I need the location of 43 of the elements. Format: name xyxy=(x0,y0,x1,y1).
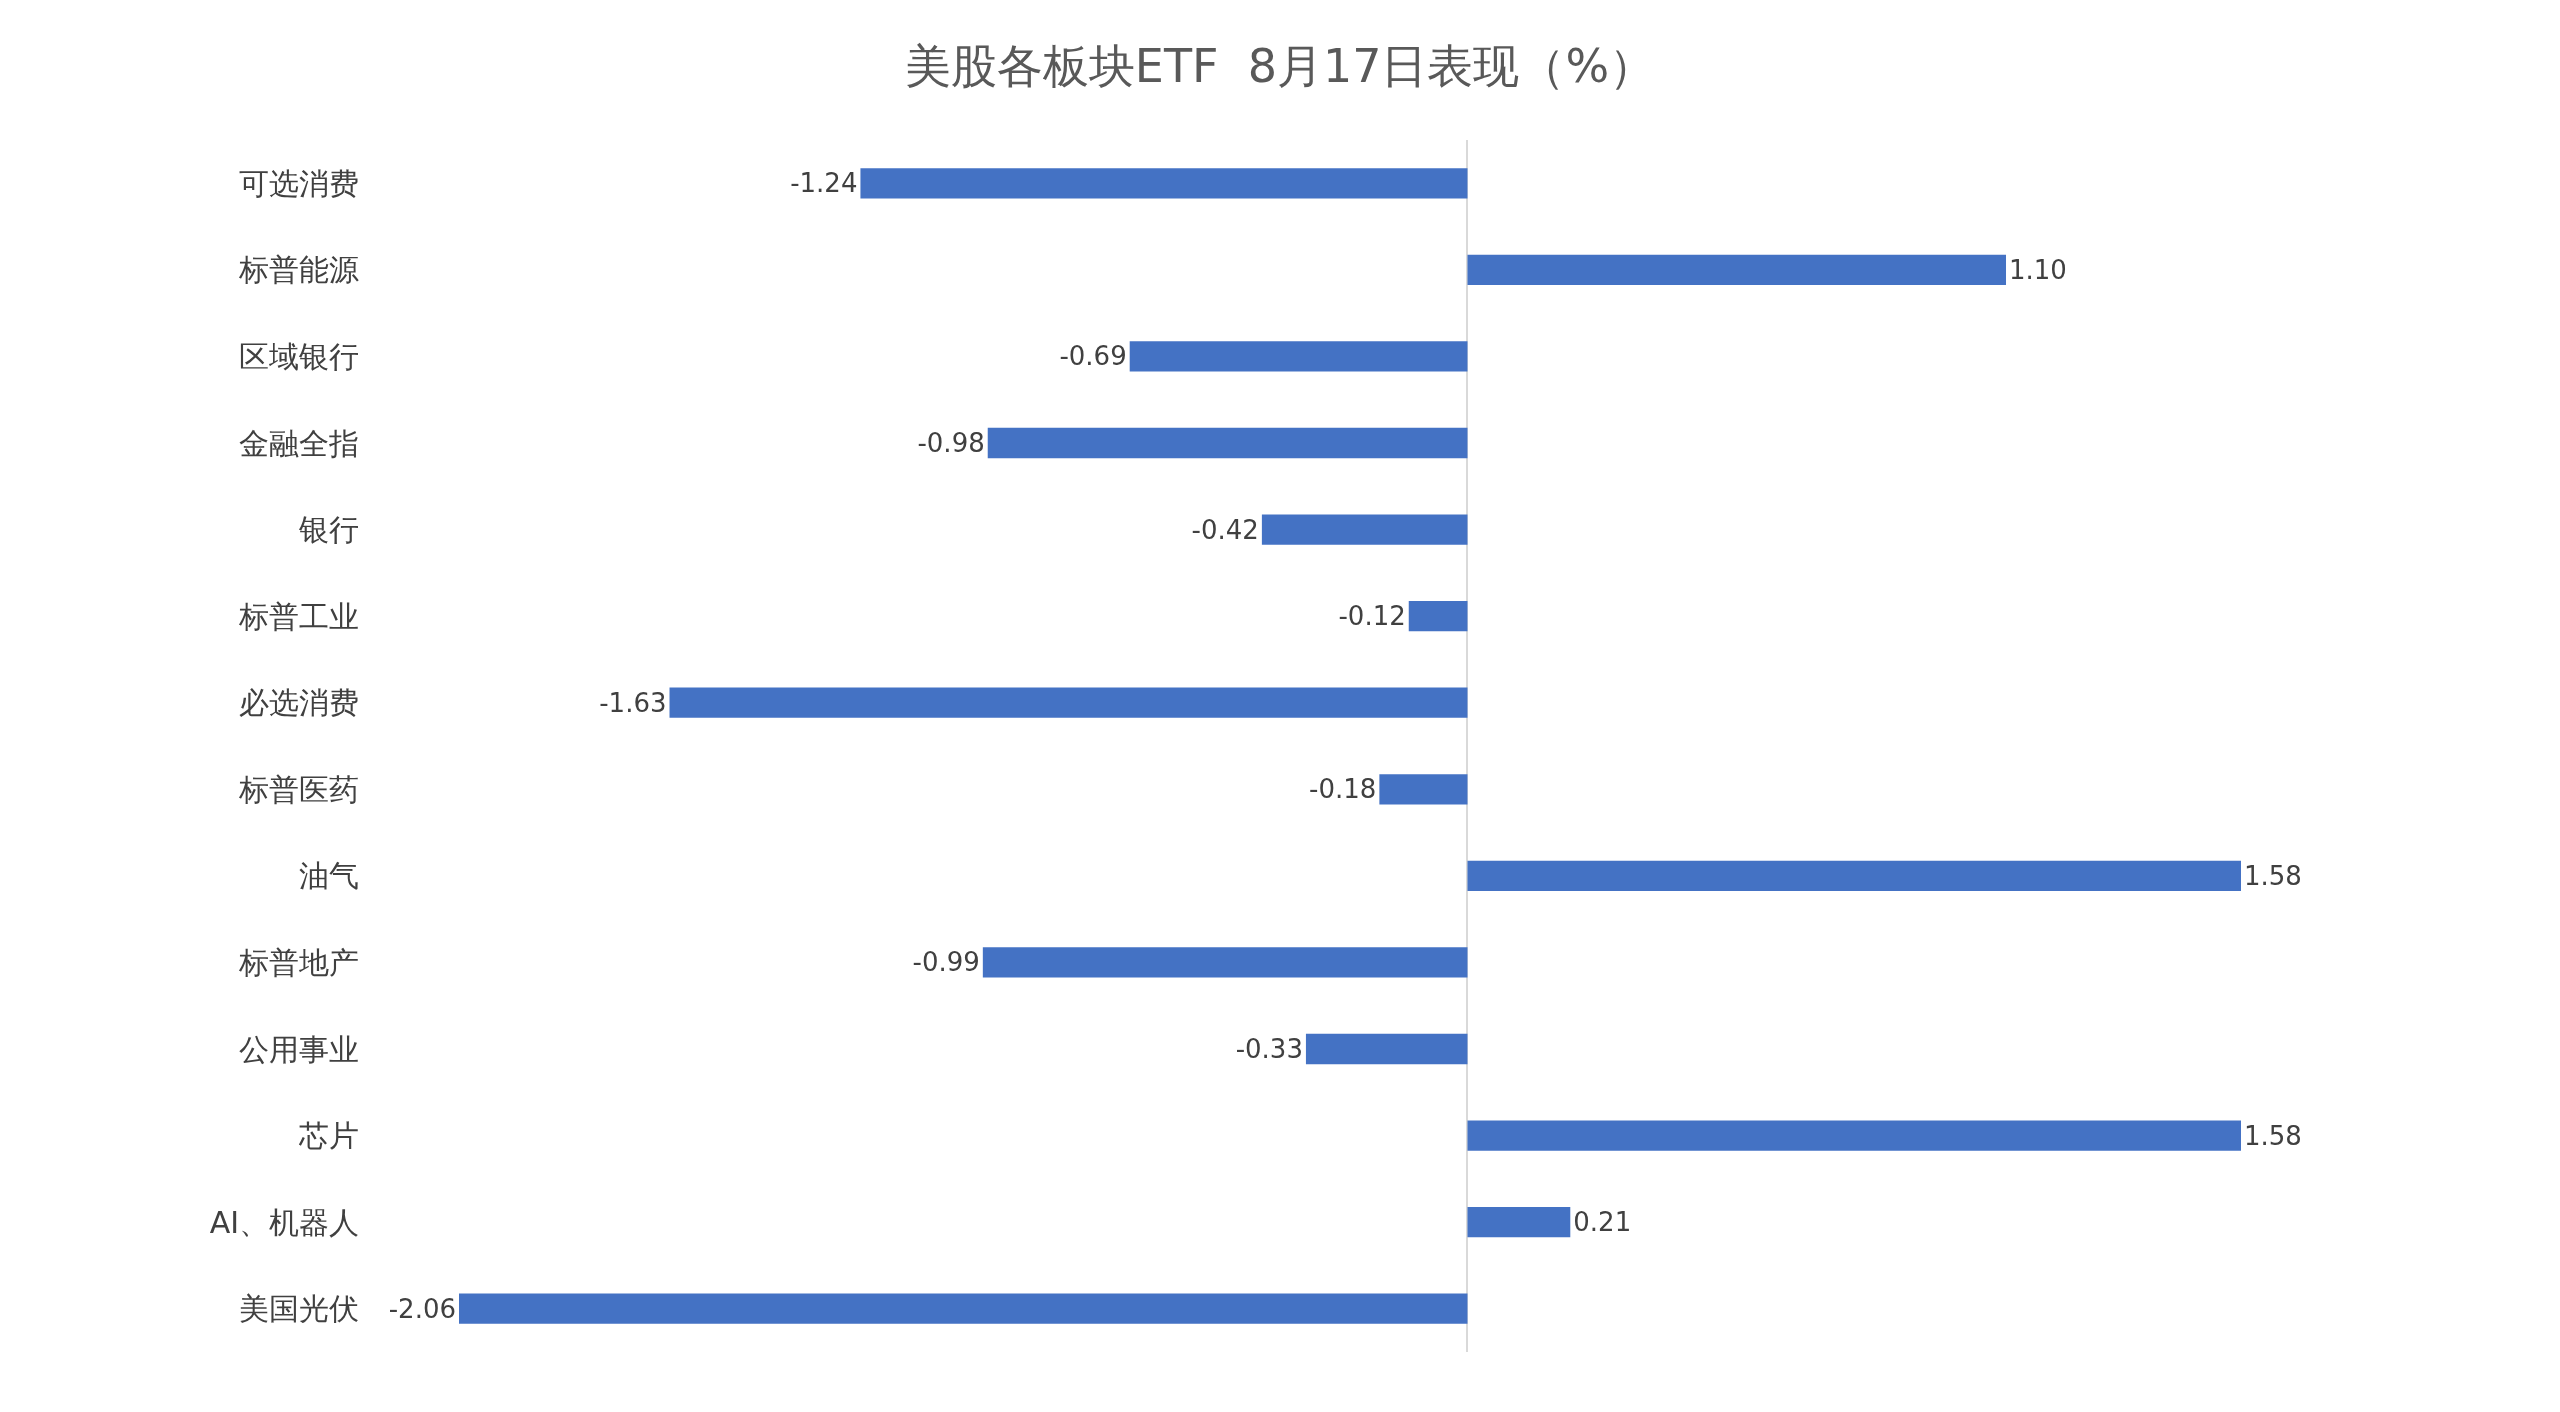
y-tick-label: 标普地产 xyxy=(238,944,359,980)
chart-title: 美股各板块ETF 8月17日表现（%） xyxy=(904,38,1656,93)
bar xyxy=(1467,860,2241,892)
bar xyxy=(1305,1033,1468,1065)
y-tick-label: 金融全指 xyxy=(239,425,359,461)
bar xyxy=(1467,1120,2241,1151)
y-tick-label: 美国光伏 xyxy=(239,1291,359,1327)
data-label: 1.58 xyxy=(2244,1120,2302,1151)
data-label: -0.98 xyxy=(917,428,985,458)
data-label: -0.99 xyxy=(912,947,980,978)
data-label: 1.58 xyxy=(2244,860,2302,891)
data-label: 0.21 xyxy=(1573,1207,1632,1238)
y-tick-label: 区域银行 xyxy=(239,338,359,374)
y-tick-label: 可选消费 xyxy=(239,165,359,201)
y-tick-label: 芯片 xyxy=(298,1118,359,1154)
bar xyxy=(1261,514,1468,545)
data-label: -0.33 xyxy=(1235,1034,1303,1064)
bar xyxy=(1379,774,1468,805)
bar xyxy=(459,1293,1468,1324)
bar xyxy=(669,687,1468,718)
y-tick-label: 标普能源 xyxy=(238,252,359,288)
bar xyxy=(1408,600,1468,632)
bar xyxy=(1467,1206,1571,1238)
data-label: 1.10 xyxy=(2009,254,2067,285)
data-label: -1.24 xyxy=(790,168,858,199)
data-label: -0.18 xyxy=(1309,774,1377,805)
bar xyxy=(1467,254,2007,286)
data-label: -0.42 xyxy=(1191,514,1259,545)
y-tick-label: AI、机器人 xyxy=(209,1204,359,1240)
data-label: -1.63 xyxy=(599,687,667,718)
y-tick-label: 标普医药 xyxy=(238,771,359,807)
bar xyxy=(982,947,1468,978)
data-label: -0.12 xyxy=(1338,601,1406,632)
y-tick-label: 必选消费 xyxy=(239,685,359,721)
data-label: -2.06 xyxy=(388,1293,456,1324)
bar xyxy=(860,168,1468,199)
y-tick-label: 油气 xyxy=(299,858,359,894)
bar xyxy=(1129,341,1468,372)
y-tick-label: 银行 xyxy=(298,512,359,548)
data-label: -0.69 xyxy=(1059,341,1127,372)
bar xyxy=(987,427,1468,459)
y-tick-label: 公用事业 xyxy=(239,1031,359,1067)
y-tick-label: 标普工业 xyxy=(238,598,359,634)
